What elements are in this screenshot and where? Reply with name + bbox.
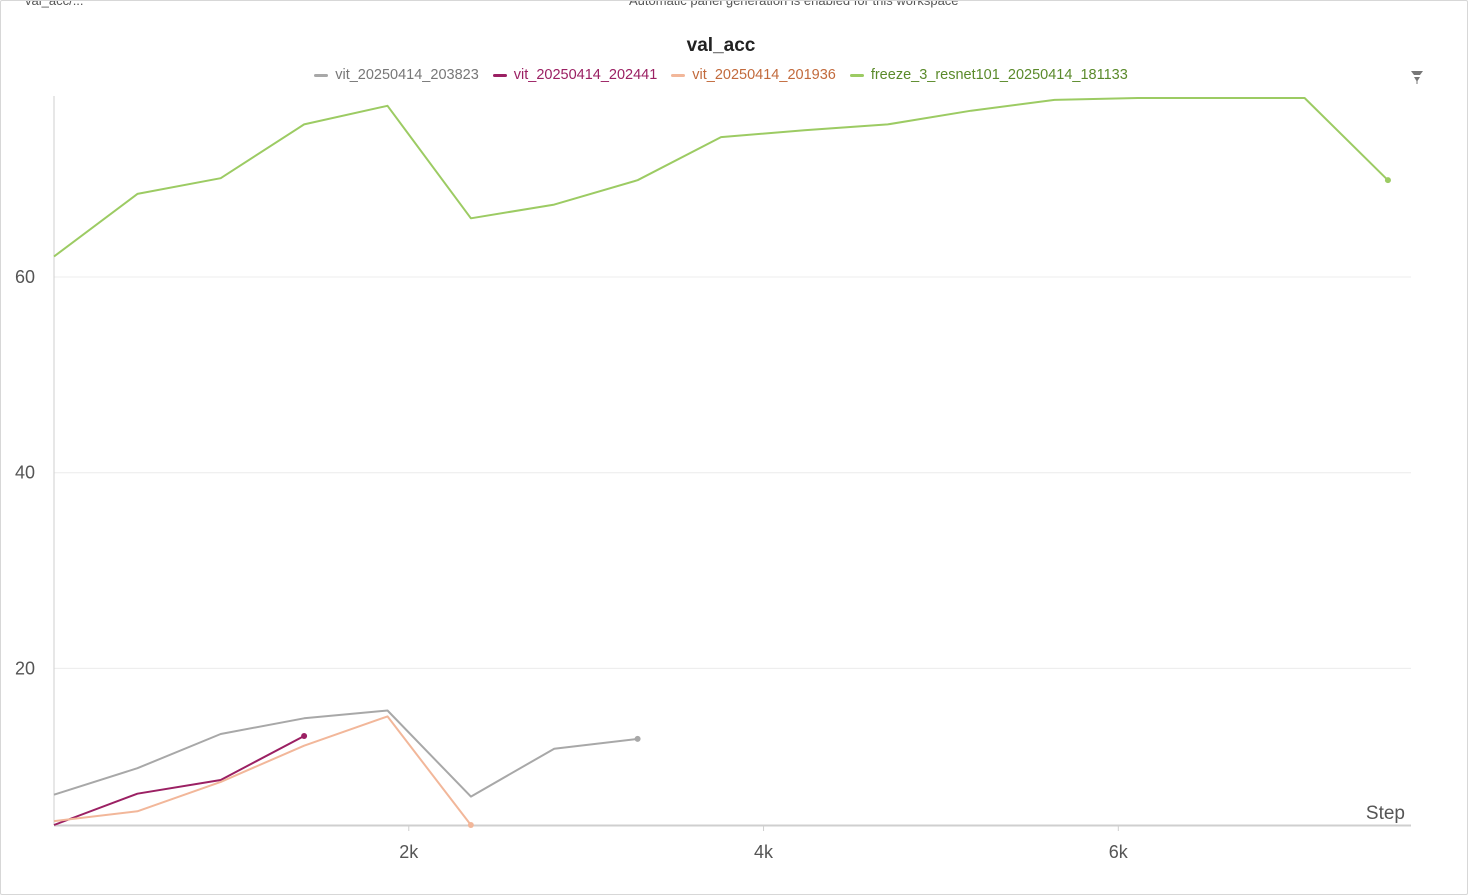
- legend-label: freeze_3_resnet101_20250414_181133: [870, 67, 1128, 83]
- series-end-point-2: [467, 822, 474, 828]
- legend-item-3[interactable]: freeze_3_resnet101_20250414_181133: [849, 67, 1128, 83]
- y-tick-label-40: 40: [15, 463, 35, 483]
- x-tick-label-6000: 6k: [1109, 842, 1129, 862]
- legend-label: vit_20250414_201936: [692, 67, 836, 83]
- series-line-1: [53, 735, 305, 826]
- legend-item-2[interactable]: vit_20250414_201936: [671, 67, 836, 83]
- legend-swatch: [849, 73, 864, 77]
- x-tick-label-2000: 2k: [399, 842, 419, 862]
- y-tick-label-20: 20: [15, 658, 35, 678]
- series-end-point-0: [634, 735, 641, 742]
- series-end-point-3: [1384, 177, 1391, 184]
- y-tick-label-60: 60: [15, 267, 35, 287]
- legend-label: vit_20250414_202441: [513, 67, 658, 83]
- x-tick-label-4000: 4k: [754, 842, 774, 862]
- x-axis-label: Step: [1366, 803, 1405, 824]
- clipped-panel-path: val_acc/...: [25, 0, 84, 8]
- legend-swatch: [492, 73, 507, 77]
- legend-swatch: [314, 73, 329, 77]
- chart-title: val_acc: [686, 35, 756, 56]
- chart-legend: vit_20250414_203823 vit_20250414_202441 vi…: [1, 67, 1441, 83]
- clipped-header-strip: val_acc/... Automatic panel generation i…: [1, 1, 1467, 8]
- series-line-0: [53, 709, 638, 798]
- legend-item-0[interactable]: vit_20250414_203823: [314, 67, 479, 83]
- series-line-3: [53, 97, 1389, 258]
- clipped-info-text: Automatic panel generation is enabled fo…: [629, 0, 959, 8]
- legend-item-1[interactable]: vit_20250414_202441: [492, 67, 658, 83]
- legend-swatch: [671, 73, 686, 77]
- series-end-point-1: [301, 732, 308, 739]
- series-line-2: [53, 715, 472, 826]
- funnel-icon[interactable]: [1407, 67, 1427, 87]
- legend-label: vit_20250414_203823: [335, 67, 479, 83]
